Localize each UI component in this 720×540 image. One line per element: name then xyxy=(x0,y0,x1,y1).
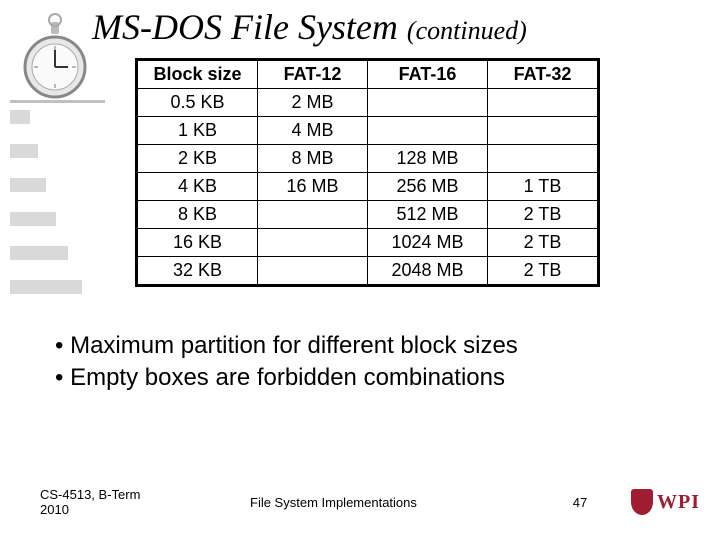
table-row: 8 KB 512 MB 2 TB xyxy=(138,201,598,229)
cell xyxy=(368,89,488,117)
cell: 8 KB xyxy=(138,201,258,229)
cell xyxy=(368,117,488,145)
bullet-item: Empty boxes are forbidden combinations xyxy=(55,362,518,394)
th-fat32: FAT-32 xyxy=(488,61,598,89)
cell: 32 KB xyxy=(138,257,258,285)
table-row: 2 KB 8 MB 128 MB xyxy=(138,145,598,173)
th-fat12: FAT-12 xyxy=(258,61,368,89)
bullet-item: Maximum partition for different block si… xyxy=(55,330,518,362)
footer-year: 2010 xyxy=(40,502,69,517)
table-row: 4 KB 16 MB 256 MB 1 TB xyxy=(138,173,598,201)
logo-text: WPI xyxy=(657,491,700,514)
cell xyxy=(258,229,368,257)
cell: 4 KB xyxy=(138,173,258,201)
cell xyxy=(258,201,368,229)
bullet-list: Maximum partition for different block si… xyxy=(55,330,518,395)
table-row: 16 KB 1024 MB 2 TB xyxy=(138,229,598,257)
title-continued: (continued) xyxy=(407,16,527,45)
cell xyxy=(488,145,598,173)
title-main: MS-DOS File System xyxy=(92,7,398,47)
cell: 2 KB xyxy=(138,145,258,173)
cell: 2 TB xyxy=(488,257,598,285)
cell: 2 TB xyxy=(488,229,598,257)
cell xyxy=(258,257,368,285)
wpi-logo: WPI xyxy=(610,489,700,515)
cell: 1024 MB xyxy=(368,229,488,257)
cell: 2 MB xyxy=(258,89,368,117)
slide-footer: CS-4513, B-Term 2010 File System Impleme… xyxy=(40,487,700,518)
cell: 2 TB xyxy=(488,201,598,229)
cell xyxy=(488,117,598,145)
cell: 256 MB xyxy=(368,173,488,201)
cell: 16 MB xyxy=(258,173,368,201)
cell: 8 MB xyxy=(258,145,368,173)
cell: 128 MB xyxy=(368,145,488,173)
cell xyxy=(488,89,598,117)
cell: 512 MB xyxy=(368,201,488,229)
decor-line xyxy=(10,100,105,103)
table-row: 32 KB 2048 MB 2 TB xyxy=(138,257,598,285)
footer-course: CS-4513, B-Term 2010 xyxy=(40,487,210,518)
slide-title: MS-DOS File System (continued) xyxy=(92,6,527,48)
decor-bars xyxy=(10,110,110,314)
th-block-size: Block size xyxy=(138,61,258,89)
cell: 2048 MB xyxy=(368,257,488,285)
cell: 1 TB xyxy=(488,173,598,201)
footer-topic: File System Implementations xyxy=(210,495,550,510)
page-number: 47 xyxy=(550,495,610,510)
th-fat16: FAT-16 xyxy=(368,61,488,89)
cell: 0.5 KB xyxy=(138,89,258,117)
pocket-watch-icon xyxy=(20,12,90,107)
fat-table: Block size FAT-12 FAT-16 FAT-32 0.5 KB 2… xyxy=(135,58,600,287)
table-row: 1 KB 4 MB xyxy=(138,117,598,145)
table-row: 0.5 KB 2 MB xyxy=(138,89,598,117)
cell: 4 MB xyxy=(258,117,368,145)
cell: 1 KB xyxy=(138,117,258,145)
footer-course-code: CS-4513, B-Term xyxy=(40,487,140,502)
shield-icon xyxy=(631,489,653,515)
table-header-row: Block size FAT-12 FAT-16 FAT-32 xyxy=(138,61,598,89)
cell: 16 KB xyxy=(138,229,258,257)
